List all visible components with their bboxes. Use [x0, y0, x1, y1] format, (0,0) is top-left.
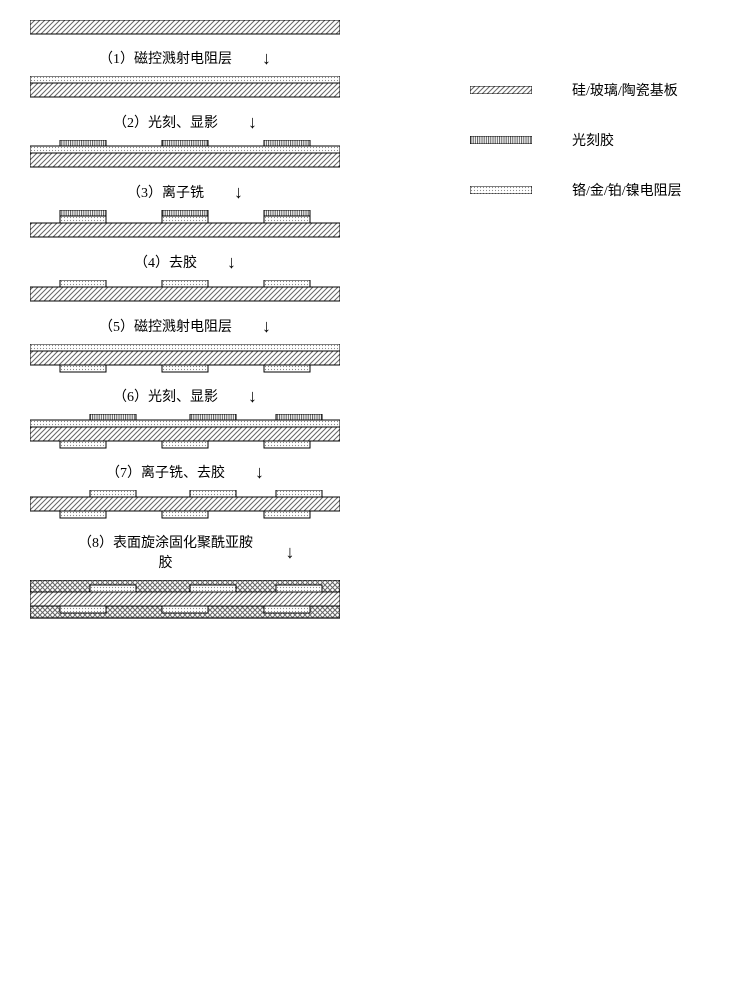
- page: （1）磁控溅射电阻层 ↓ （2）光刻、显影 ↓ （3）离子铣 ↓: [30, 20, 704, 620]
- stage-6-diagram: [30, 414, 340, 450]
- step-7-text: （7）离子铣、去胶: [106, 462, 225, 482]
- legend-row-metal: 铬/金/铂/镍电阻层: [470, 180, 682, 200]
- process-flow: （1）磁控溅射电阻层 ↓ （2）光刻、显影 ↓ （3）离子铣 ↓: [30, 20, 360, 620]
- arrow-icon: ↓: [262, 317, 271, 335]
- arrow-icon: ↓: [234, 183, 243, 201]
- step-8-label-row: （8）表面旋涂固化聚酰亚胺胶 ↓: [30, 532, 340, 572]
- arrow-icon: ↓: [262, 49, 271, 67]
- stage-3-diagram: [30, 210, 340, 240]
- legend-row-substrate: 硅/玻璃/陶瓷基板: [470, 80, 682, 100]
- step-1-text: （1）磁控溅射电阻层: [99, 48, 232, 68]
- legend-label-substrate: 硅/玻璃/陶瓷基板: [572, 80, 678, 100]
- step-6-text: （6）光刻、显影: [113, 386, 218, 406]
- arrow-icon: ↓: [248, 113, 257, 131]
- step-3-label-row: （3）离子铣 ↓: [30, 182, 340, 202]
- stage-8-diagram: [30, 580, 340, 620]
- arrow-icon: ↓: [255, 463, 264, 481]
- step-8-text: （8）表面旋涂固化聚酰亚胺胶: [76, 532, 256, 572]
- stage-4-diagram: [30, 280, 340, 304]
- legend-swatch-metal: [470, 186, 532, 194]
- arrow-icon: ↓: [248, 387, 257, 405]
- legend-row-photoresist: 光刻胶: [470, 130, 682, 150]
- step-1-label-row: （1）磁控溅射电阻层 ↓: [30, 48, 340, 68]
- step-2-text: （2）光刻、显影: [113, 112, 218, 132]
- arrow-icon: ↓: [286, 543, 295, 561]
- step-2-label-row: （2）光刻、显影 ↓: [30, 112, 340, 132]
- legend-label-photoresist: 光刻胶: [572, 130, 614, 150]
- stage-0-diagram: [30, 20, 340, 36]
- step-3-text: （3）离子铣: [127, 182, 204, 202]
- legend-swatch-photoresist: [470, 136, 532, 144]
- legend: 硅/玻璃/陶瓷基板 光刻胶 铬/金/铂/镍电阻层: [470, 80, 682, 230]
- stage-2-diagram: [30, 140, 340, 170]
- step-6-label-row: （6）光刻、显影 ↓: [30, 386, 340, 406]
- legend-swatch-substrate: [470, 86, 532, 94]
- step-4-text: （4）去胶: [134, 252, 197, 272]
- step-4-label-row: （4）去胶 ↓: [30, 252, 340, 272]
- step-5-label-row: （5）磁控溅射电阻层 ↓: [30, 316, 340, 336]
- stage-1-diagram: [30, 76, 340, 100]
- arrow-icon: ↓: [227, 253, 236, 271]
- legend-label-metal: 铬/金/铂/镍电阻层: [572, 180, 682, 200]
- step-7-label-row: （7）离子铣、去胶 ↓: [30, 462, 340, 482]
- stage-7-diagram: [30, 490, 340, 520]
- step-5-text: （5）磁控溅射电阻层: [99, 316, 232, 336]
- stage-5-diagram: [30, 344, 340, 374]
